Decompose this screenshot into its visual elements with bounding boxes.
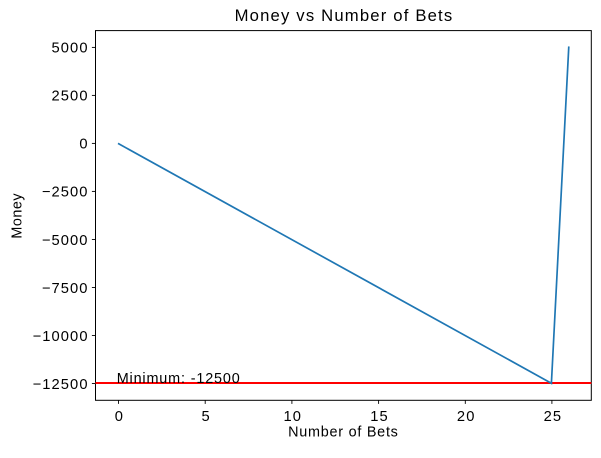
svg-text:15: 15 (370, 409, 389, 425)
svg-text:−5000: −5000 (42, 233, 89, 249)
svg-text:−7500: −7500 (42, 281, 89, 297)
svg-text:0: 0 (115, 409, 124, 425)
svg-text:0: 0 (79, 137, 88, 153)
svg-text:10: 10 (284, 409, 303, 425)
svg-text:−12500: −12500 (33, 377, 89, 393)
svg-text:20: 20 (457, 409, 476, 425)
svg-text:Money vs Number of Bets: Money vs Number of Bets (235, 6, 454, 25)
svg-text:Minimum: -12500: Minimum: -12500 (117, 371, 241, 387)
svg-text:5000: 5000 (52, 41, 89, 57)
svg-text:2500: 2500 (52, 89, 89, 105)
svg-text:5: 5 (201, 409, 210, 425)
svg-text:−10000: −10000 (33, 329, 89, 345)
svg-text:Money: Money (9, 193, 25, 239)
svg-text:25: 25 (544, 409, 563, 425)
svg-text:Number of Bets: Number of Bets (288, 424, 398, 440)
svg-text:−2500: −2500 (42, 185, 89, 201)
